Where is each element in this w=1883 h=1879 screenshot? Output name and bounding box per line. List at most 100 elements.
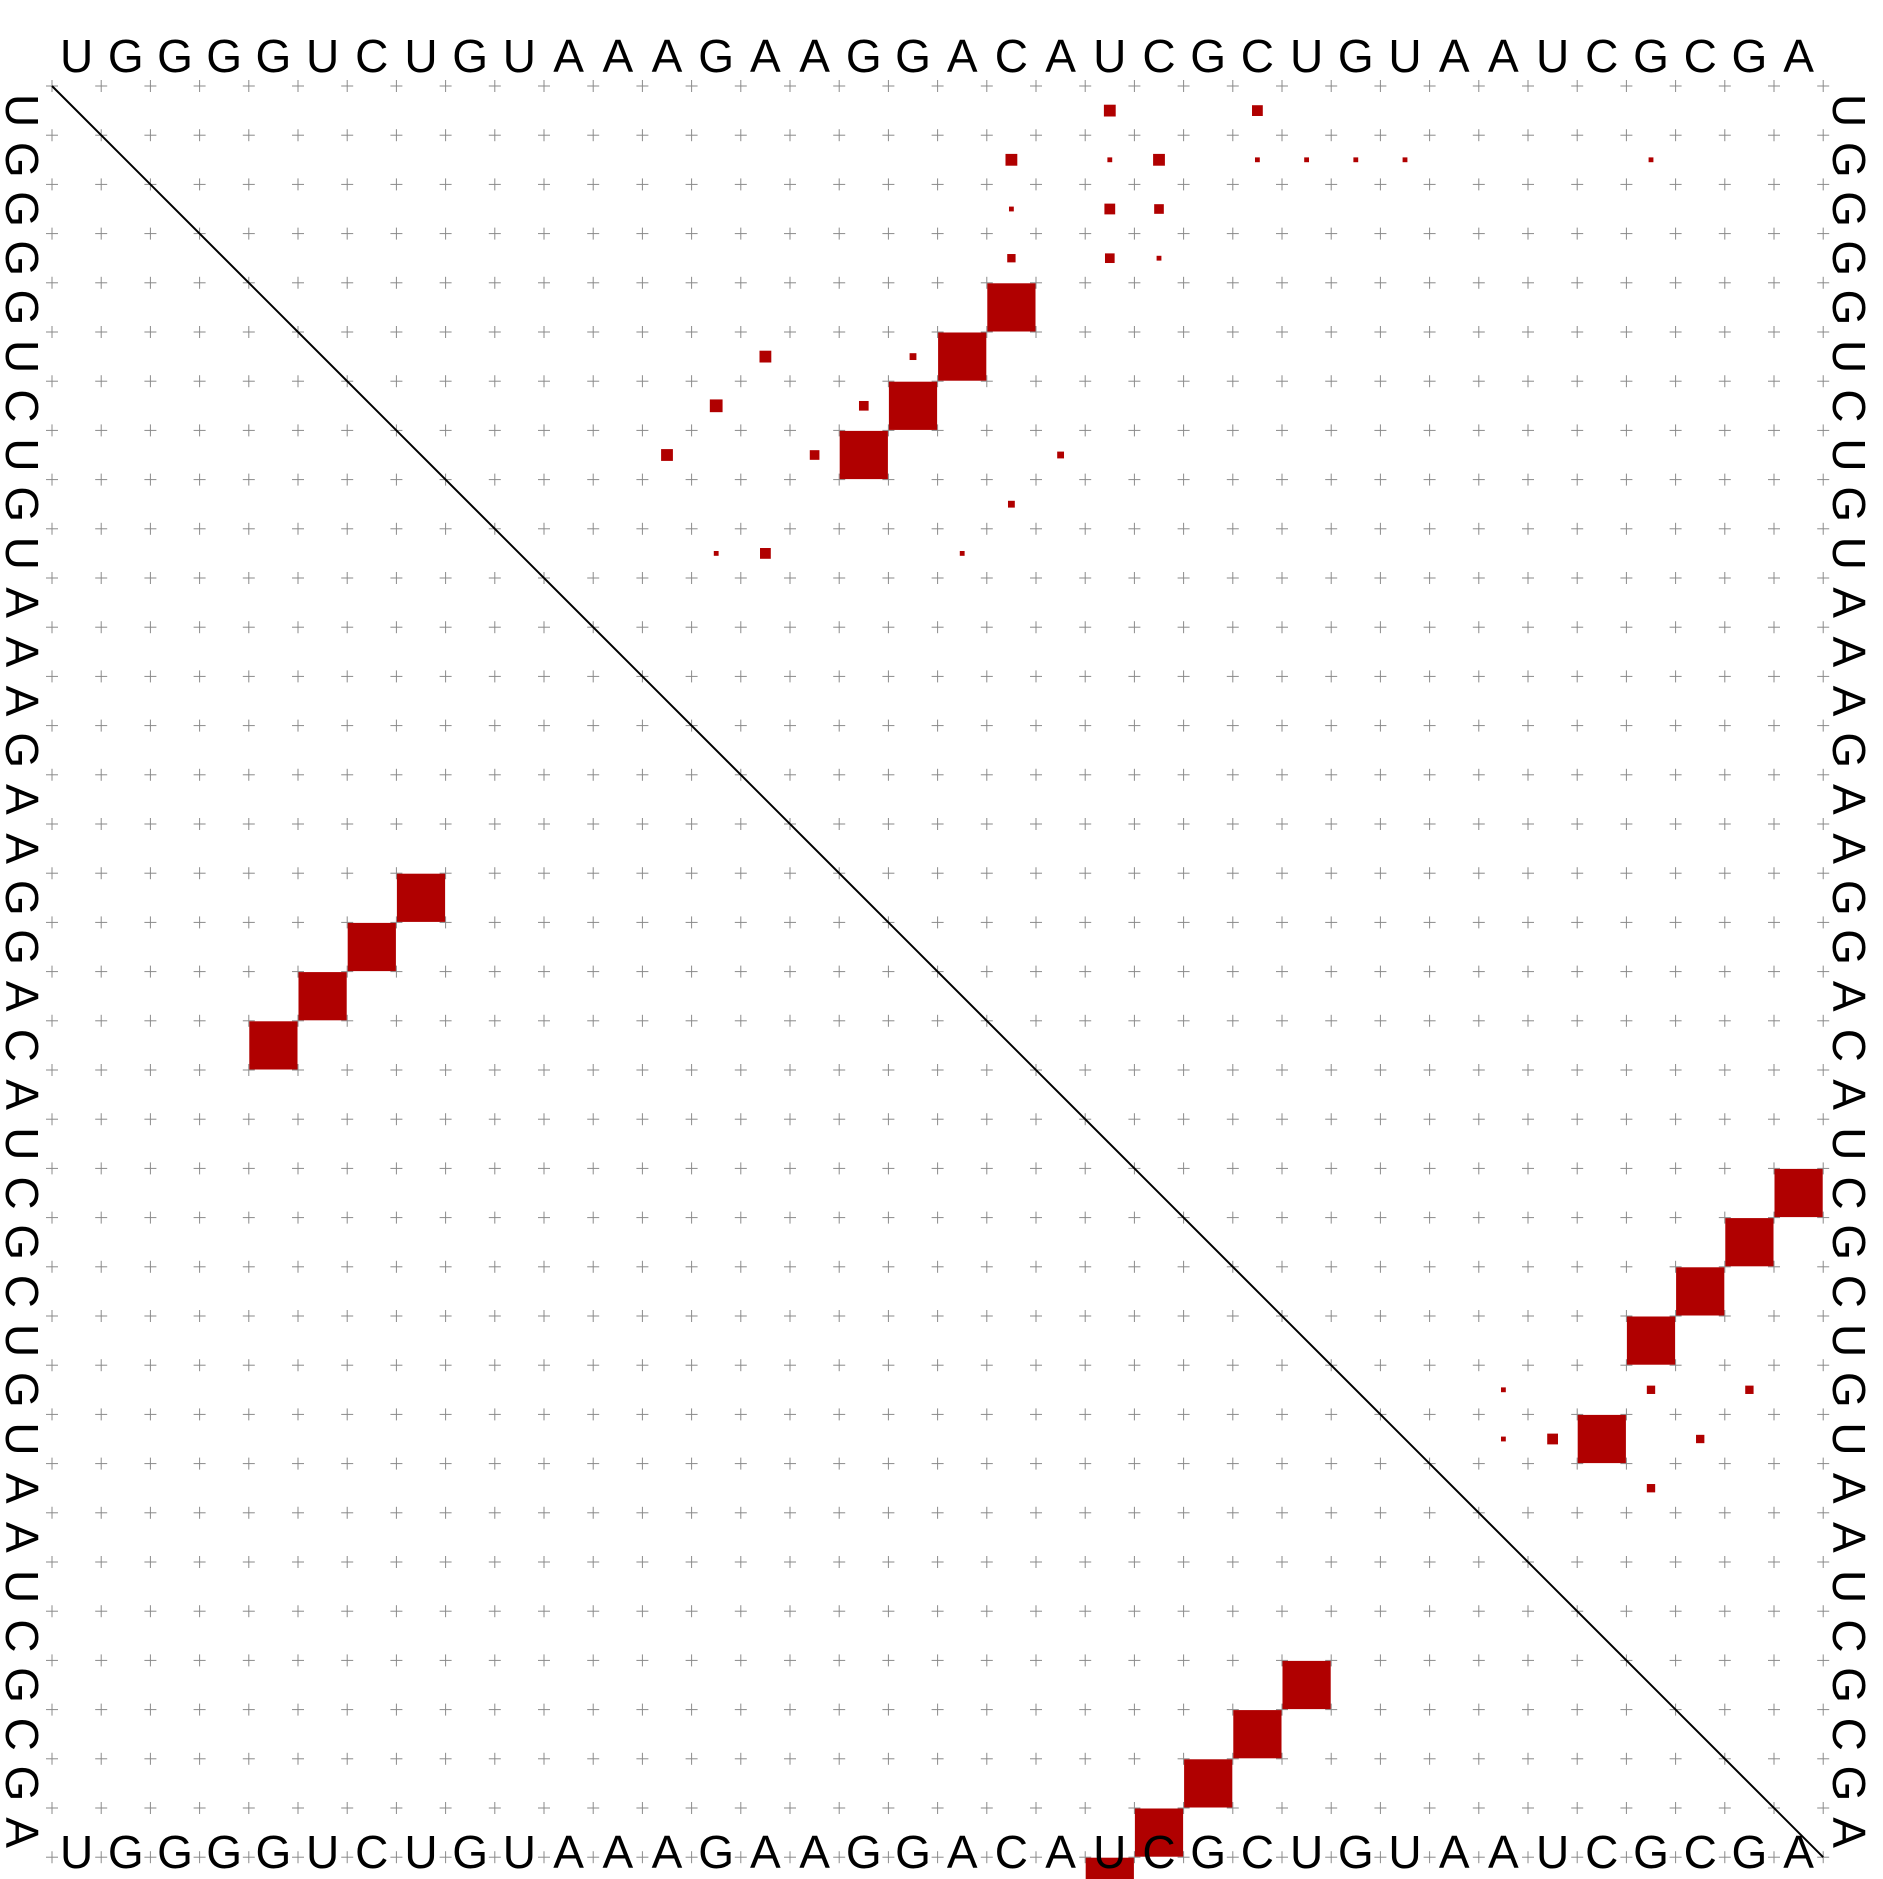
grid-cross [1276,1211,1288,1224]
grid-cross [538,867,550,880]
grid-cross [931,572,944,584]
grid-cross [95,670,108,683]
grid-cross [636,1851,649,1864]
grid-cross [1177,276,1190,289]
left-nucleotide-label: A [0,686,48,717]
grid-cross [1620,522,1633,535]
grid-cross [193,326,206,338]
grid-cross [95,1802,108,1814]
grid-cross [1620,375,1633,388]
grid-cross [1226,719,1239,732]
grid-cross [1522,1605,1534,1618]
top-nucleotide-label: U [1093,30,1126,82]
grid-cross [390,80,403,92]
grid-cross [882,1113,895,1126]
grid-cross [144,1408,157,1421]
grid-cross [1276,1605,1288,1618]
right-nucleotide-label: G [1823,929,1875,965]
grid-cross [636,129,649,142]
grid-cross [242,916,255,929]
grid-cross [46,522,58,535]
grid-cross [144,1113,157,1126]
top-nucleotide-label: A [799,30,830,82]
grid-cross [1128,1703,1141,1716]
grid-cross [242,1605,255,1618]
bottom-nucleotide-label: A [553,1826,584,1878]
grid-cross [1374,1556,1387,1568]
grid-cross [784,326,796,338]
grid-cross [1522,818,1534,830]
grid-cross [1030,522,1042,535]
grid-cross [685,326,698,338]
grid-cross [292,1014,304,1027]
grid-cross [1276,1162,1288,1175]
grid-cross [46,1802,58,1814]
grid-cross [636,818,649,830]
grid-cross [292,1703,304,1716]
grid-cross [980,1506,993,1519]
grid-cross [1620,1556,1633,1568]
grid-cross [1423,1506,1436,1519]
grid-cross [1768,227,1780,240]
grid-cross [1177,1556,1190,1568]
grid-cross [1620,1703,1633,1716]
grid-cross [833,572,846,584]
grid-cross [1718,1506,1731,1519]
grid-cross [685,1605,698,1618]
grid-cross [538,129,550,142]
grid-cross [292,670,304,683]
left-nucleotide-label: A [0,1079,48,1110]
top-nucleotide-label: A [1488,30,1519,82]
grid-cross [242,1162,255,1175]
grid-cross [980,1457,993,1470]
grid-cross [1768,768,1780,781]
grid-cross [833,1310,846,1322]
grid-cross [1177,1260,1190,1273]
bottom-nucleotide-label: U [1388,1826,1421,1878]
grid-cross [538,1802,550,1814]
grid-cross [1030,1113,1042,1126]
grid-cross [439,1752,452,1765]
grid-cross [1522,1064,1534,1076]
grid-cross [1226,276,1239,289]
grid-cross [95,572,108,584]
grid-cross [685,1162,698,1175]
grid-cross [685,1260,698,1273]
grid-cross [193,1654,206,1667]
top-nucleotide-label: C [1684,30,1717,82]
grid-cross [1374,473,1387,486]
grid-cross [1472,522,1485,535]
grid-cross [242,1211,255,1224]
grid-cross [636,768,649,781]
grid-cross [685,965,698,978]
mfe-pair-square [1085,1857,1134,1879]
grid-cross [1620,1851,1633,1864]
grid-cross [784,1359,796,1372]
grid-cross [538,522,550,535]
grid-cross [1718,572,1731,584]
grid-cross [1325,1654,1338,1667]
grid-cross [1276,375,1288,388]
bottom-nucleotide-label: U [1290,1826,1323,1878]
grid-cross [242,227,255,240]
grid-cross [1177,473,1190,486]
grid-cross [685,424,698,437]
left-nucleotide-label: G [0,1667,48,1703]
grid-cross [439,129,452,142]
grid-cross [1423,1113,1436,1126]
grid-cross [193,916,206,929]
grid-cross [1030,768,1042,781]
left-nucleotide-label: A [0,1817,48,1848]
grid-cross [1718,1851,1731,1864]
grid-cross [1620,719,1633,732]
grid-cross [390,1654,403,1667]
grid-cross [1128,129,1141,142]
grid-cross [95,1113,108,1126]
right-nucleotide-label: G [1823,1766,1875,1802]
grid-cross [193,424,206,437]
grid-cross [144,867,157,880]
grid-cross [587,473,600,486]
grid-cross [46,1703,58,1716]
grid-cross [882,572,895,584]
grid-cross [1718,916,1731,929]
